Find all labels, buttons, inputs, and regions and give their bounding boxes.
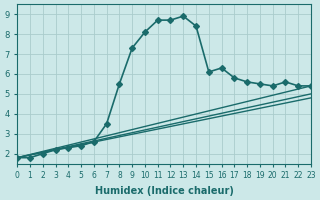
X-axis label: Humidex (Indice chaleur): Humidex (Indice chaleur) — [95, 186, 234, 196]
